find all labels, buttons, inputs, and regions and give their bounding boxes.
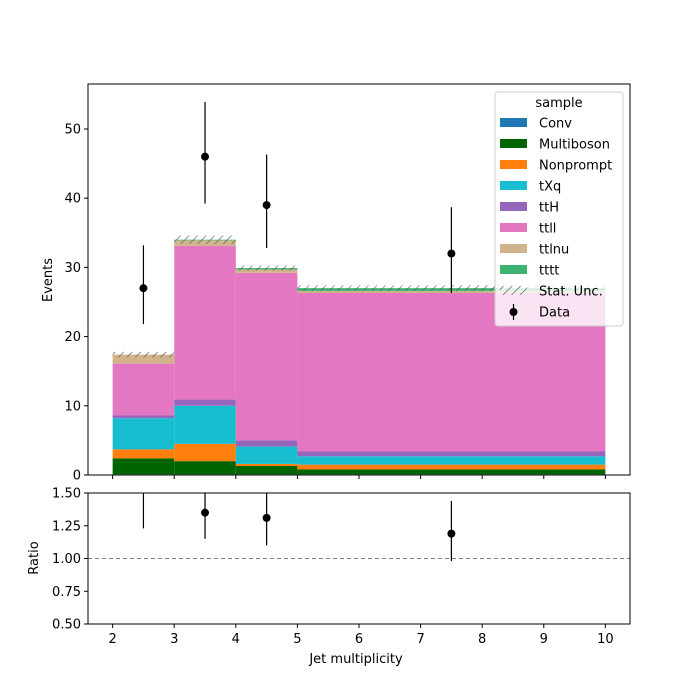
xtick-label-0: 2 (108, 632, 116, 647)
ratio-ytick-label-0: 0.50 (52, 618, 81, 633)
main-y-ticks: 0 10 20 30 40 50 (64, 122, 88, 484)
stacked-bars (112, 239, 606, 475)
bar-ttlnu-bin-0 (112, 354, 175, 364)
legend-entries: Conv Multiboson Nonprompt tXq ttH ttll ttlnu tt… (500, 117, 612, 321)
bar-tth-bin-0 (112, 415, 175, 419)
bar-nonprompt-bin-3 (297, 464, 606, 470)
bar-tth-bin-1 (174, 399, 236, 406)
main-ytick-label-3: 30 (64, 261, 81, 276)
main-ytick-label-4: 40 (64, 192, 81, 207)
ratio-ytick-label-3: 1.25 (52, 519, 81, 534)
ratio-y-ticks: 0.50 0.75 1.00 1.25 1.50 (52, 487, 88, 633)
legend-swatch-conv (500, 118, 527, 127)
ratio-plot-frame (88, 493, 630, 624)
legend-swatch-nonprompt (500, 160, 527, 169)
ratio-point-3 (447, 529, 456, 538)
legend-label-ttlnu: ttlnu (539, 243, 569, 258)
ratio-x-ticks: 2 3 4 5 6 7 8 9 10 (108, 624, 614, 647)
bar-ttll-bin-1 (174, 245, 236, 400)
ratio-ytick-label-1: 0.75 (52, 585, 81, 600)
legend-label-stat-unc: Stat. Unc. (539, 285, 603, 300)
bar-multiboson-bin-1 (174, 461, 236, 475)
bar-multiboson-bin-3 (297, 469, 606, 475)
legend-label-ttll: ttll (539, 222, 556, 237)
bar-nonprompt-bin-1 (174, 443, 236, 462)
legend-swatch-stat-unc (500, 286, 527, 295)
ratio-point-2 (262, 513, 271, 522)
legend-swatch-tth (500, 202, 527, 211)
legend-label-txq: tXq (539, 180, 561, 195)
bar-ttlnu-bin-2 (235, 269, 298, 273)
xtick-label-4: 6 (355, 632, 363, 647)
xtick-label-8: 10 (597, 632, 614, 647)
legend-title: sample (535, 96, 582, 111)
stat-unc-bin-2 (235, 265, 298, 271)
legend-label-conv: Conv (539, 117, 572, 132)
ratio-point-1 (201, 508, 210, 517)
main-ytick-label-2: 20 (64, 330, 81, 345)
legend-swatch-tttt (500, 265, 527, 274)
x-axis-label: Jet multiplicity (308, 652, 403, 667)
data-point-1 (201, 152, 210, 161)
main-y-axis-label: Events (41, 258, 56, 302)
bar-multiboson-bin-2 (235, 466, 298, 475)
bar-tth-bin-3 (297, 451, 606, 457)
bar-nonprompt-bin-0 (112, 449, 175, 459)
data-point-3 (447, 249, 456, 258)
legend-label-data: Data (539, 306, 570, 321)
legend-label-multiboson: Multiboson (539, 138, 610, 153)
main-ytick-label-1: 10 (64, 399, 81, 414)
ratio-ytick-label-4: 1.50 (52, 487, 81, 502)
legend-label-nonprompt: Nonprompt (539, 159, 612, 174)
stat-unc-bin-1 (174, 235, 236, 244)
legend-swatch-txq (500, 181, 527, 190)
data-point-2 (262, 201, 271, 210)
main-ytick-label-5: 50 (64, 122, 81, 137)
legend: sample Conv Multiboson Nonprompt tXq ttH ttll… (494, 91, 624, 327)
ratio-points (142, 493, 456, 562)
xtick-label-7: 9 (540, 632, 548, 647)
main-x-ticks (112, 475, 606, 479)
bar-ttll-bin-0 (112, 363, 175, 416)
data-point-0 (139, 284, 148, 293)
bar-txq-bin-2 (235, 446, 298, 464)
ratio-y-axis-label: Ratio (27, 541, 42, 574)
bar-nonprompt-bin-2 (235, 463, 298, 467)
main-panel: 0 10 20 30 40 50 Events sample Conv Multiboson… (41, 83, 631, 484)
bar-multiboson-bin-0 (112, 458, 175, 475)
bar-tth-bin-2 (235, 440, 298, 447)
legend-label-tttt: tttt (539, 264, 559, 279)
bar-txq-bin-3 (297, 456, 606, 465)
legend-swatch-ttll (500, 223, 527, 232)
bar-txq-bin-0 (112, 418, 175, 450)
legend-swatch-multiboson (500, 139, 527, 148)
xtick-label-2: 4 (232, 632, 240, 647)
stat-unc-bin-0 (112, 351, 175, 358)
xtick-label-1: 3 (170, 632, 178, 647)
bar-txq-bin-1 (174, 405, 236, 444)
xtick-label-3: 5 (293, 632, 301, 647)
legend-swatch-ttlnu (500, 244, 527, 253)
main-ytick-label-0: 0 (73, 469, 81, 484)
xtick-label-6: 8 (478, 632, 486, 647)
ratio-panel: 0.50 0.75 1.00 1.25 1.50 2 3 4 5 6 7 8 9 10 Ratio Je… (27, 487, 631, 667)
xtick-label-5: 7 (416, 632, 424, 647)
legend-label-tth: ttH (539, 201, 559, 216)
bar-ttll-bin-2 (235, 272, 298, 441)
ratio-ytick-label-2: 1.00 (52, 552, 81, 567)
data-points (139, 101, 456, 325)
legend-swatch-data-point (509, 308, 518, 316)
